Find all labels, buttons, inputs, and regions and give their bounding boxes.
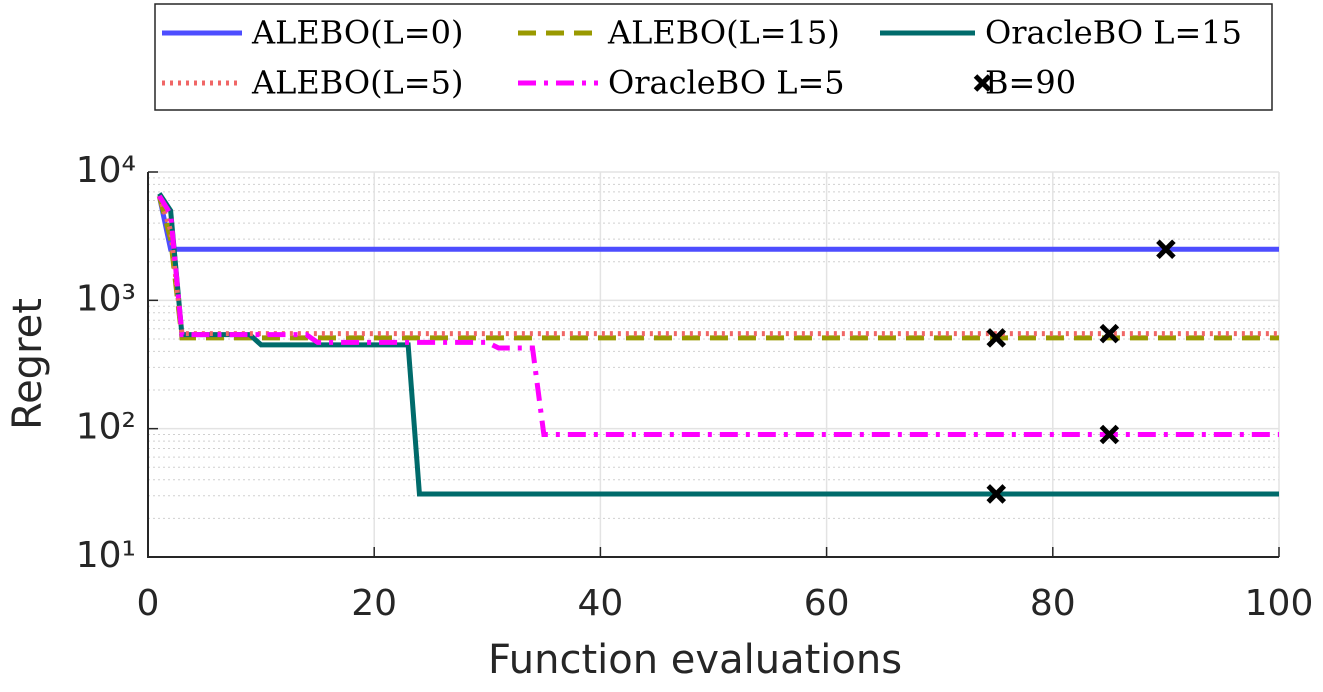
legend-box (154, 3, 1273, 111)
legend-label: ALEBO(L=5) (251, 64, 463, 102)
x-tick-label: 100 (1245, 583, 1314, 624)
marker (986, 328, 1007, 348)
legend-label: B=90 (985, 64, 1076, 102)
legend-label: ALEBO(L=15) (607, 14, 840, 52)
x-tick-label: 80 (1030, 583, 1076, 624)
x-tick-label: 60 (804, 583, 850, 624)
legend-label: OracleBO L=15 (985, 14, 1242, 52)
legend-label: ALEBO(L=0) (251, 14, 463, 52)
marker (986, 484, 1007, 504)
x-tick-label: 20 (351, 583, 397, 624)
y-tick-label: 10¹ (76, 535, 136, 576)
x-tick-label: 0 (137, 583, 160, 624)
marker (1156, 239, 1176, 260)
y-tick-label: 10² (76, 407, 136, 448)
plot-area (148, 172, 1279, 557)
series-line (157, 194, 1279, 438)
x-axis-label: Function evaluations (488, 637, 902, 683)
marker (1099, 424, 1120, 445)
marker (1099, 323, 1120, 344)
x-tick-label: 40 (577, 583, 623, 624)
y-axis-label: Regret (5, 298, 51, 430)
y-tick-label: 10³ (76, 278, 136, 319)
axes-frame (147, 172, 1279, 558)
legend-swatch (973, 74, 992, 92)
legend-label: OracleBO L=5 (608, 64, 845, 102)
y-tick-label: 10⁴ (76, 150, 136, 191)
